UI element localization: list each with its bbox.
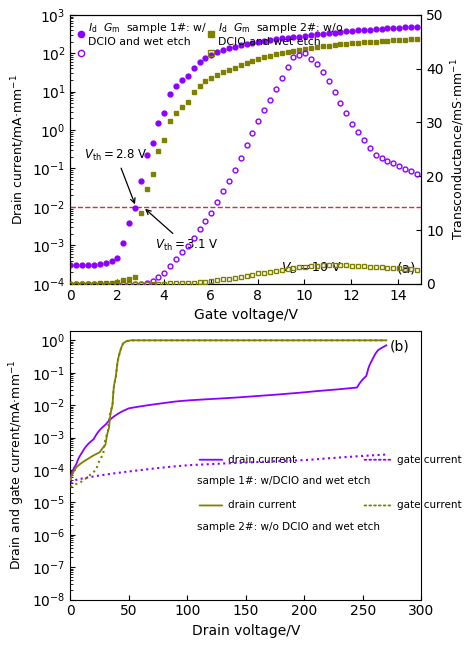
Text: sample 2#: w/o DCIO and wet etch: sample 2#: w/o DCIO and wet etch xyxy=(197,522,380,532)
Text: $V_{\rm th}=2.8\ {\rm V}$: $V_{\rm th}=2.8\ {\rm V}$ xyxy=(84,148,148,203)
Text: $V_{\rm D}=10\ {\rm V}$: $V_{\rm D}=10\ {\rm V}$ xyxy=(281,261,342,276)
Y-axis label: Drain current/mA·mm$^{-1}$: Drain current/mA·mm$^{-1}$ xyxy=(9,74,27,224)
Text: gate current: gate current xyxy=(397,455,462,464)
Text: sample 1#: w/DCIO and wet etch: sample 1#: w/DCIO and wet etch xyxy=(197,476,370,486)
X-axis label: Gate voltage/V: Gate voltage/V xyxy=(194,308,298,322)
Text: drain current: drain current xyxy=(228,455,297,464)
Text: gate current: gate current xyxy=(397,501,462,510)
Y-axis label: Transconductance/mS·mm$^{-1}$: Transconductance/mS·mm$^{-1}$ xyxy=(449,58,467,240)
Text: (a): (a) xyxy=(397,261,417,275)
X-axis label: Drain voltage/V: Drain voltage/V xyxy=(192,624,300,638)
Legend: $I_{\rm d}$  $G_{\rm m}$  sample 1#: w/
DCIO and wet etch, , $I_{\rm d}$  $G_{\r: $I_{\rm d}$ $G_{\rm m}$ sample 1#: w/ DC… xyxy=(74,18,346,63)
Text: (b): (b) xyxy=(390,339,410,353)
Text: drain current: drain current xyxy=(228,501,297,510)
Text: $V_{\rm th}=3.1\ {\rm V}$: $V_{\rm th}=3.1\ {\rm V}$ xyxy=(146,210,219,253)
Y-axis label: Drain and gate current/mA·mm$^{-1}$: Drain and gate current/mA·mm$^{-1}$ xyxy=(7,360,27,570)
